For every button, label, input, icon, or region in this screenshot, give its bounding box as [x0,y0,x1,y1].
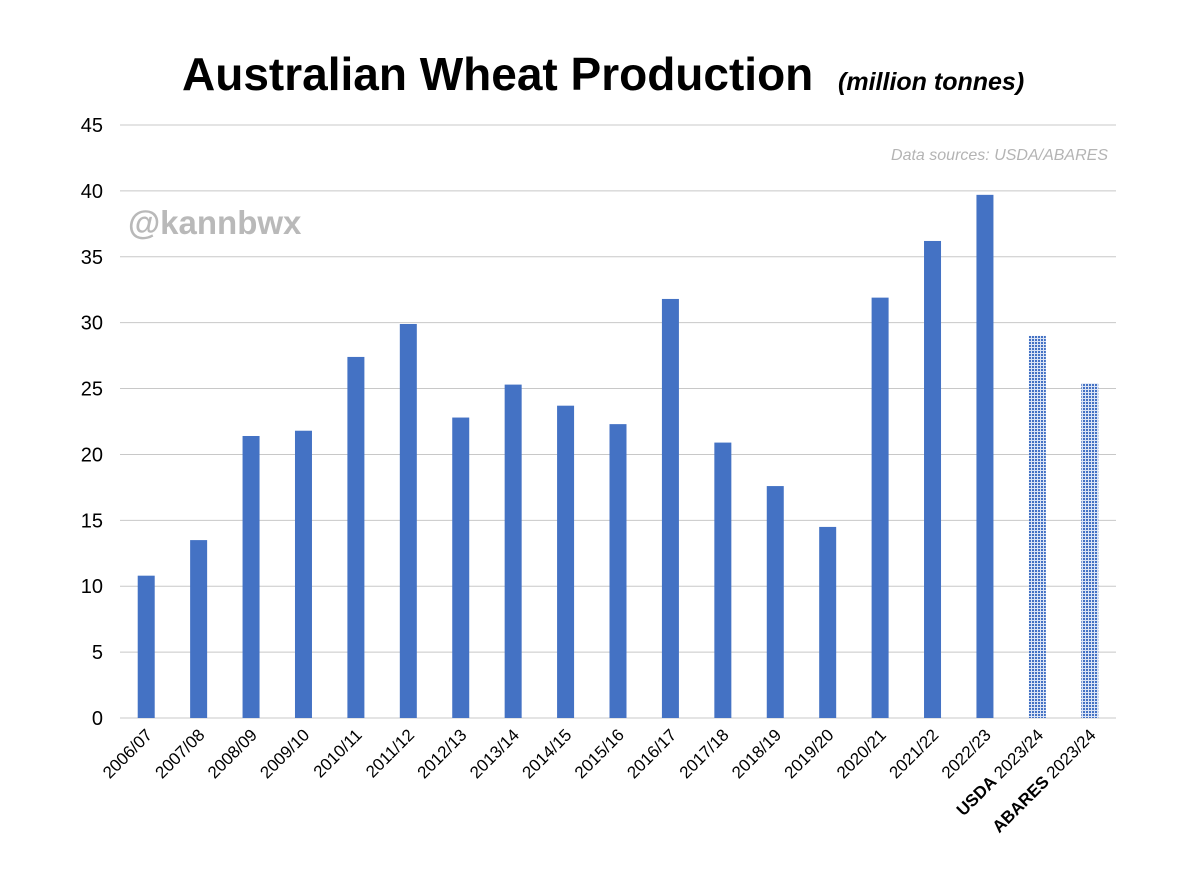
x-tick-label: 2018/19 [728,725,785,782]
chart-subtitle: (million tonnes) [838,68,1024,96]
x-axis: 2006/072007/082008/092009/102010/112011/… [99,725,1099,836]
x-tick-label: 2014/15 [519,725,576,782]
x-tick-label: 2021/22 [885,725,942,782]
bar [976,194,994,718]
bar [609,424,627,718]
bar [190,540,208,718]
x-tick-label: 2010/11 [310,725,366,781]
y-tick-label: 5 [92,642,103,664]
x-tick-label: 2012/13 [414,725,471,782]
x-tick-label: 2007/08 [152,725,209,782]
bar [452,417,470,718]
y-tick-label: 15 [81,510,103,532]
x-tick-label: 2016/17 [623,725,680,782]
chart-title: Australian Wheat Production (million ton… [182,48,1024,100]
y-tick-label: 25 [81,379,103,401]
bar [924,240,942,718]
bar [661,298,679,718]
x-tick-label: 2015/16 [571,725,628,782]
forecast-bar [1028,335,1046,718]
y-tick-label: 35 [81,247,103,269]
forecast-bar [1081,383,1099,718]
x-tick-label: 2020/21 [833,725,890,782]
bar [819,526,837,718]
x-tick-label: ABARES 2023/24 [989,725,1100,836]
bar [294,430,312,718]
y-tick-label: 0 [92,708,103,730]
bar [137,575,155,718]
bar [714,442,732,718]
x-tick-season: 2023/24 [1039,725,1099,785]
bar [399,323,417,718]
x-tick-label: 2006/07 [99,725,156,782]
y-tick-label: 40 [81,181,103,203]
x-tick-label: 2019/20 [781,725,838,782]
bars [137,194,1099,718]
x-tick-label: 2013/14 [466,725,523,782]
bar [504,384,522,718]
y-tick-label: 10 [81,576,103,598]
x-tick-label: 2017/18 [676,725,733,782]
x-tick-label: 2011/12 [362,725,418,781]
bar [766,486,784,718]
chart-title-main: Australian Wheat Production [182,48,813,100]
y-tick-label: 45 [81,115,103,137]
bar [347,356,365,718]
x-tick-label: 2009/10 [256,725,313,782]
bar [557,405,575,718]
x-tick-label: 2008/09 [204,725,261,782]
bar [242,435,260,718]
bar [871,297,889,718]
y-tick-label: 20 [81,444,103,466]
data-source-note: Data sources: USDA/ABARES [891,147,1108,164]
y-axis: 0 5 10 15 20 25 30 35 40 45 [81,115,103,730]
author-handle: @kannbwx [128,204,302,241]
y-tick-label: 30 [81,313,103,335]
